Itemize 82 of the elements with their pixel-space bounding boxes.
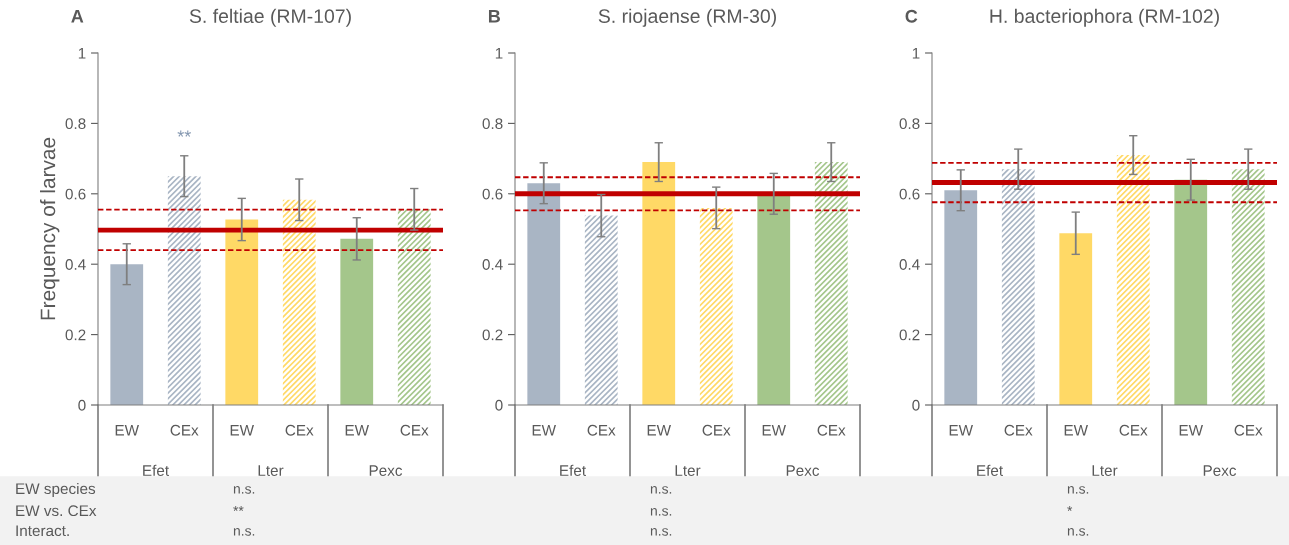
text: n.s.	[650, 486, 672, 494]
y-tick-label: 0.6	[899, 188, 920, 200]
x-tick-label: CEx	[587, 424, 616, 436]
x-tick-label: EW	[345, 425, 369, 436]
bar	[1059, 233, 1093, 405]
text: Pexc	[369, 465, 403, 476]
x-tick-label: EW	[115, 425, 139, 436]
y-tick-label: 0.4	[65, 259, 86, 270]
chart-title: H. bacteriophora (RM-102)	[990, 8, 1219, 27]
text: n.s.	[650, 508, 672, 516]
y-tick-label: 1	[78, 48, 86, 59]
x-tick-label: CEx	[170, 424, 199, 436]
bar	[642, 162, 676, 405]
y-tick-label: 1	[912, 48, 920, 59]
y-axis-title: Frequency of larvae	[39, 137, 60, 320]
y-tick-label: 0.4	[482, 259, 503, 270]
y-tick-label: 0.2	[899, 329, 920, 341]
text: B	[488, 10, 500, 23]
x-tick-label: CEx	[1119, 424, 1148, 436]
x-tick-label: CEx	[1234, 424, 1263, 436]
bar	[1001, 169, 1035, 405]
text: Interact.	[16, 525, 69, 537]
text: Efet	[560, 464, 586, 476]
y-tick-label: 0.8	[65, 118, 86, 130]
bar	[167, 176, 201, 405]
bar	[397, 209, 431, 405]
bar	[282, 199, 316, 405]
x-tick-label: EW	[230, 425, 254, 436]
chart-title: S. feltiae (RM-107)	[189, 8, 351, 27]
text: Pexc	[786, 465, 820, 476]
x-tick-label: CEx	[400, 424, 429, 436]
y-tick-label: 0.2	[482, 329, 503, 341]
text: C	[905, 9, 918, 23]
x-tick-label: EW	[762, 425, 786, 436]
bar	[584, 215, 618, 405]
x-tick-label: EW	[647, 425, 671, 436]
text: n.s.	[233, 528, 255, 536]
text: **	[233, 506, 244, 511]
y-tick-label: 0.6	[65, 188, 86, 200]
text: EW vs. CEx	[16, 505, 97, 517]
y-tick-label: 0.4	[899, 259, 920, 270]
y-tick-label: 1	[495, 48, 503, 59]
bar	[757, 193, 791, 405]
x-tick-label: CEx	[285, 424, 314, 436]
y-tick-label: 0.8	[482, 118, 503, 130]
text: Lter	[258, 465, 284, 476]
bar	[527, 183, 561, 405]
bar	[1116, 155, 1150, 405]
x-tick-label: EW	[1179, 425, 1203, 436]
bar	[225, 219, 259, 405]
x-tick-label: CEx	[1004, 424, 1033, 436]
bar	[699, 207, 733, 405]
x-tick-label: EW	[949, 425, 973, 436]
x-tick-label: CEx	[817, 424, 846, 436]
bar	[814, 162, 848, 405]
text: Lter	[675, 465, 701, 476]
bar	[110, 264, 144, 405]
text: n.s.	[1067, 528, 1089, 536]
text: Lter	[1092, 465, 1118, 476]
y-tick-label: 0.8	[899, 118, 920, 130]
text: n.s.	[233, 486, 255, 494]
text: Pexc	[1203, 465, 1237, 476]
text: *	[1067, 506, 1073, 511]
y-tick-label: 0	[78, 399, 86, 411]
text: A	[71, 10, 84, 23]
x-tick-label: CEx	[702, 424, 731, 436]
bar	[340, 238, 374, 405]
text: Efet	[977, 464, 1003, 476]
text: Efet	[143, 464, 169, 476]
y-tick-label: 0	[912, 399, 920, 411]
text: n.s.	[1067, 486, 1089, 494]
y-tick-label: 0.6	[482, 188, 503, 200]
x-tick-label: EW	[532, 425, 556, 436]
chart-title: S. riojaense (RM-30)	[598, 8, 776, 27]
x-tick-label: EW	[1064, 425, 1088, 436]
text: n.s.	[650, 528, 672, 536]
annotation: **	[177, 130, 191, 137]
text: EW species	[16, 482, 96, 498]
y-tick-label: 0	[495, 399, 503, 411]
bar	[1231, 169, 1265, 405]
bar	[944, 190, 978, 405]
y-tick-label: 0.2	[65, 329, 86, 341]
